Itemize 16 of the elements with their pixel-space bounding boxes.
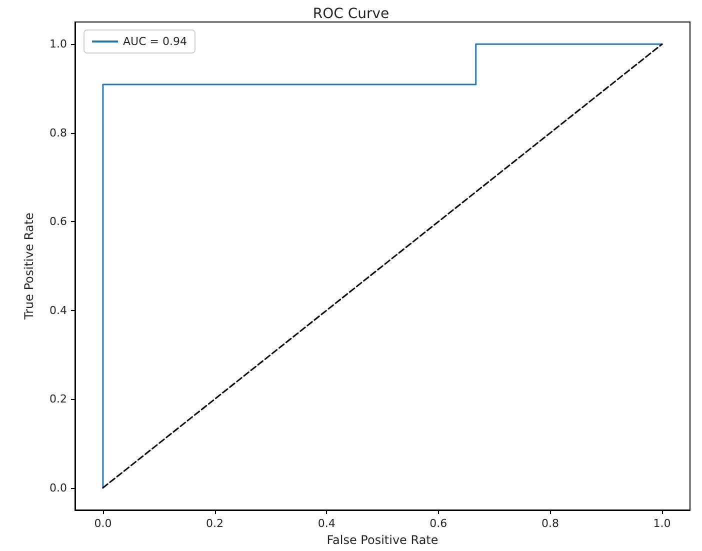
y-axis-title: True Positive Rate <box>22 212 36 320</box>
legend-label: AUC = 0.94 <box>123 35 187 48</box>
x-tick-label: 0.4 <box>318 517 336 530</box>
chart-title: ROC Curve <box>312 6 390 22</box>
x-tick-label: 0.8 <box>541 517 559 530</box>
y-tick-label: 0.6 <box>50 215 67 228</box>
x-axis-title: False Positive Rate <box>326 533 438 547</box>
y-tick-label: 0.0 <box>50 481 67 494</box>
x-tick-label: 0.2 <box>206 517 224 530</box>
y-tick-label: 0.2 <box>50 392 67 406</box>
y-tick-label: 1.0 <box>50 38 67 51</box>
x-tick-label: 0.6 <box>430 517 448 530</box>
x-tick-label: 1.0 <box>653 517 671 530</box>
y-tick-label: 0.8 <box>50 126 67 140</box>
x-tick-label: 0.0 <box>94 517 112 530</box>
y-tick-label: 0.4 <box>50 304 67 317</box>
